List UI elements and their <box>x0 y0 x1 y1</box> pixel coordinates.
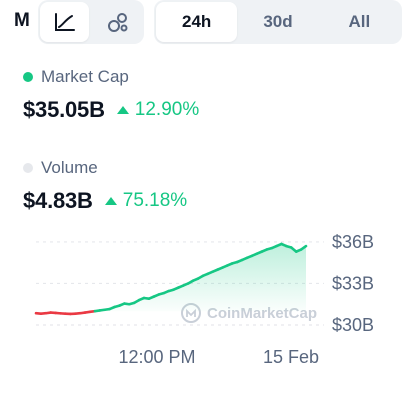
market-cap-legend-dot <box>23 72 33 82</box>
volume-metric: Volume $4.83B 75.18% <box>23 158 187 214</box>
range-all-button[interactable]: All <box>348 12 371 31</box>
y-tick-label: $33B <box>332 273 374 293</box>
line-chart-button[interactable] <box>40 2 89 42</box>
chart-area-fill <box>36 244 306 312</box>
market-cap-change-value: 12.90% <box>134 99 200 120</box>
coinmarketcap-logo-mark <box>186 308 196 317</box>
range-24h-button[interactable]: 24h <box>156 2 238 42</box>
x-tick-label: 12:00 PM <box>118 347 195 367</box>
chart-series-line <box>34 242 308 316</box>
line-chart-icon <box>54 13 75 31</box>
y-axis-ticks: $36B $33B $30B <box>332 232 374 335</box>
market-cap-change: 12.90% <box>116 99 200 121</box>
caret-up-icon <box>116 106 129 114</box>
market-cap-value: $35.05B <box>23 97 105 122</box>
caret-up-icon <box>104 197 117 205</box>
volume-change-value: 75.18% <box>122 190 188 211</box>
y-tick-label: $36B <box>332 232 374 252</box>
y-tick-label: $30B <box>332 315 374 335</box>
range-30d-button[interactable]: 30d <box>263 12 293 31</box>
x-tick-label: 15 Feb <box>263 347 319 367</box>
bubble-chart-button[interactable] <box>93 2 142 42</box>
chart-type-toggle <box>38 0 144 44</box>
bubble-chart-icon <box>107 13 127 32</box>
time-range-toggle: 24h 30d All <box>154 0 402 44</box>
volume-label: Volume <box>41 158 98 177</box>
x-axis-ticks: 12:00 PM 15 Feb <box>118 347 319 367</box>
volume-value: $4.83B <box>23 188 93 213</box>
market-cap-chart[interactable]: CoinMarketCap $36B$33B$30B 12:00 PM 15 Fe… <box>0 215 402 375</box>
market-cap-label: Market Cap <box>41 67 129 86</box>
market-cap-metric: Market Cap $35.05B 12.90% <box>23 67 199 123</box>
series-segment <box>299 244 308 251</box>
volume-change: 75.18% <box>104 190 188 212</box>
page-title: M <box>14 10 30 31</box>
volume-legend-dot <box>23 163 33 173</box>
